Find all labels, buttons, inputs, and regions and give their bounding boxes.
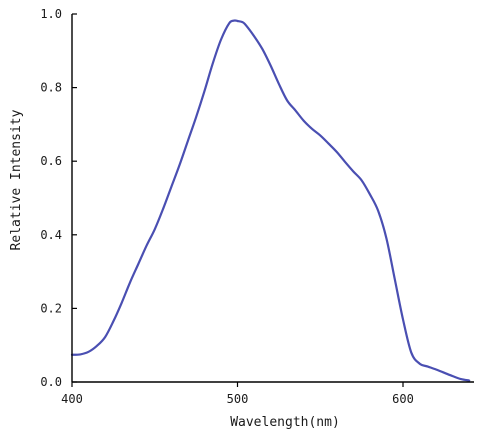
y-axis-title: Relative Intensity (9, 109, 24, 250)
y-tick-label: 0.4 (40, 228, 62, 242)
y-tick-label: 0.8 (40, 81, 62, 95)
y-tick-label: 1.0 (40, 7, 62, 21)
y-tick-label: 0.2 (40, 301, 62, 315)
spectrum-line (72, 20, 469, 380)
x-tick-label: 400 (61, 392, 83, 406)
y-tick-label: 0.6 (40, 154, 62, 168)
x-tick-label: 600 (392, 392, 414, 406)
plot-area (72, 20, 469, 380)
y-tick-label: 0.0 (40, 375, 62, 389)
x-tick-label: 500 (227, 392, 249, 406)
x-axis-title: Wavelength(nm) (230, 415, 340, 430)
